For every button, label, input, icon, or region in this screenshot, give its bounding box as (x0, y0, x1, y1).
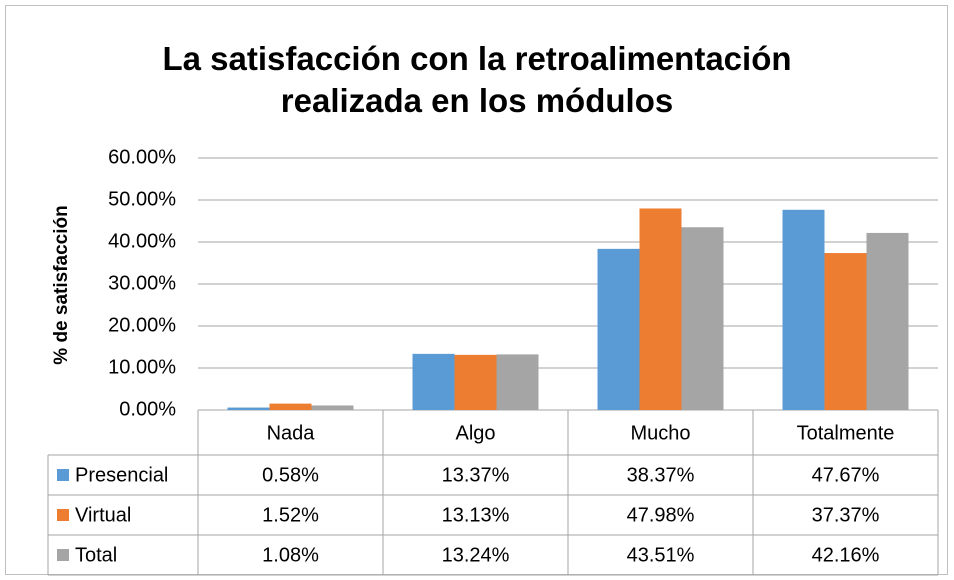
table-value: 1.08% (262, 544, 319, 566)
table-value: 43.51% (627, 544, 695, 566)
bar (412, 353, 455, 410)
legend-key (57, 549, 69, 561)
y-tick-label: 20.00% (108, 314, 176, 336)
bar (824, 253, 867, 410)
chart-title: La satisfacción con la retroalimentación… (162, 40, 792, 119)
bar (454, 354, 497, 410)
table-value: 47.98% (627, 504, 695, 526)
table-value: 13.37% (442, 464, 510, 486)
table-value: 13.24% (442, 544, 510, 566)
table-value: 0.58% (262, 464, 319, 486)
table-value: 37.37% (812, 504, 880, 526)
legend-key (57, 469, 69, 481)
bar (269, 403, 312, 410)
bar (597, 248, 640, 410)
legend-label: Virtual (75, 504, 131, 526)
y-tick-label: 60.00% (108, 146, 176, 168)
bar (681, 227, 724, 410)
bar (496, 354, 539, 410)
table-value: 47.67% (812, 464, 880, 486)
bar (227, 407, 270, 410)
bar (866, 232, 909, 410)
category-label: Algo (455, 422, 495, 444)
bar (639, 208, 682, 410)
y-tick-label: 0.00% (119, 398, 176, 420)
y-tick-label: 10.00% (108, 356, 176, 378)
y-tick-label: 30.00% (108, 272, 176, 294)
table-value: 42.16% (812, 544, 880, 566)
category-label: Totalmente (797, 422, 895, 444)
category-label: Mucho (630, 422, 690, 444)
category-label: Nada (267, 422, 316, 444)
legend-label: Presencial (75, 464, 168, 486)
bar (782, 209, 825, 410)
table-value: 38.37% (627, 464, 695, 486)
bar (311, 405, 354, 410)
y-axis-label: % de satisfacción (51, 205, 72, 364)
y-tick-label: 40.00% (108, 230, 176, 252)
legend-label: Total (75, 544, 117, 566)
table-value: 13.13% (442, 504, 510, 526)
legend-key (57, 509, 69, 521)
table-value: 1.52% (262, 504, 319, 526)
y-tick-label: 50.00% (108, 188, 176, 210)
